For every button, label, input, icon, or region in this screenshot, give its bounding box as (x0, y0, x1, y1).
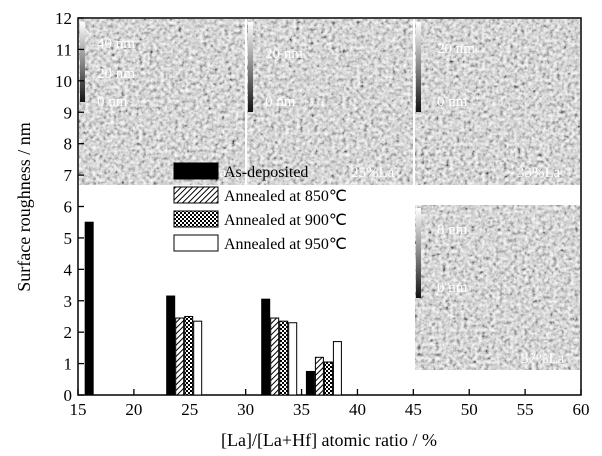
bar-solid (166, 295, 176, 396)
afm-caption: 33%La (517, 165, 561, 181)
legend-label: Annealed at 950℃ (224, 236, 347, 253)
afm-scale-top: 20 nm (437, 41, 475, 57)
bar-open (332, 341, 342, 396)
y-tick-label: 10 (55, 72, 72, 91)
legend-label: Annealed at 850℃ (224, 188, 347, 205)
legend-swatch (173, 234, 219, 252)
afm-caption: 37%La (521, 351, 565, 367)
x-tick-label: 15 (70, 400, 87, 419)
x-tick-label: 40 (349, 400, 366, 419)
x-tick-label: 30 (237, 400, 254, 419)
afm-scale-top: 40 nm (97, 36, 135, 52)
y-axis-title: Surface roughness / nm (14, 122, 34, 291)
x-axis-title: [La]/[La+Hf] atomic ratio / % (221, 430, 437, 450)
afm-scale-bottom: 0 nm (437, 280, 468, 296)
bar-crosshatch (184, 315, 194, 396)
bar-open (288, 322, 298, 396)
afm-scale-bar (80, 22, 85, 102)
afm-scale-bottom: 0 nm (437, 94, 468, 110)
x-tick-label: 45 (405, 400, 422, 419)
afm-inset-33: 20 nm 0 nm 33%La (415, 19, 580, 185)
y-tick-label: 5 (64, 229, 73, 248)
legend-swatch (173, 186, 219, 204)
y-tick-label: 12 (55, 9, 72, 28)
y-tick-label: 7 (64, 166, 73, 185)
afm-scale-mid: 20 nm (97, 66, 135, 82)
bar-crosshatch (323, 361, 333, 396)
legend-swatch (173, 210, 219, 228)
legend-label: Annealed at 900℃ (224, 212, 347, 229)
bar-diagonal (270, 317, 280, 396)
x-tick-label: 55 (517, 400, 534, 419)
afm-inset-17: 40 nm 20 nm 0 nm 17%La (79, 19, 245, 185)
y-tick-label: 6 (64, 198, 73, 217)
afm-caption: 25%La (351, 165, 395, 181)
bars (84, 221, 342, 396)
y-tick-label: 0 (64, 386, 73, 405)
x-tick-label: 20 (125, 400, 142, 419)
bar-diagonal (175, 317, 185, 396)
bar-crosshatch (279, 320, 289, 396)
y-tick-label: 2 (64, 323, 73, 342)
afm-scale-bottom: 0 nm (97, 94, 128, 110)
afm-scale-top: 8 nm (437, 222, 468, 238)
legend: As-deposited Annealed at 850℃ Annealed at … (173, 162, 347, 253)
y-tick-label: 1 (64, 355, 73, 374)
bar-solid (305, 370, 315, 396)
afm-scale-bottom: 0 nm (265, 94, 296, 110)
x-tick-label: 50 (461, 400, 478, 419)
y-tick-label: 11 (56, 40, 72, 59)
bar-open (193, 320, 203, 396)
afm-scale-bar (416, 208, 421, 298)
x-tick-label: 60 (573, 400, 590, 419)
y-tick-label: 3 (64, 292, 73, 311)
y-tick-label: 4 (64, 260, 73, 279)
afm-inset-25: 20 nm 0 nm 25%La (247, 19, 413, 185)
x-axis: 15 20 25 30 35 40 45 50 55 60 (70, 389, 590, 419)
y-tick-label: 9 (64, 103, 73, 122)
afm-scale-bar (248, 22, 253, 112)
x-tick-label: 25 (181, 400, 198, 419)
bar-solid (84, 221, 94, 396)
bar-solid (261, 298, 271, 396)
x-tick-label: 35 (293, 400, 310, 419)
y-tick-label: 8 (64, 135, 73, 154)
legend-label: As-deposited (224, 164, 308, 181)
afm-scale-bar (416, 22, 421, 112)
afm-inset-37: 8 nm 0 nm 37%La (415, 205, 580, 370)
legend-swatch (173, 162, 219, 180)
bar-diagonal (314, 356, 324, 396)
afm-scale-top: 20 nm (265, 46, 303, 62)
